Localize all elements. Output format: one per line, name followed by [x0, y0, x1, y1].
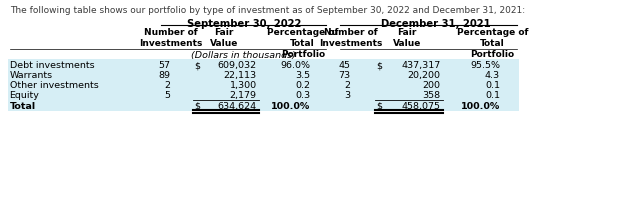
- Text: 1,300: 1,300: [230, 81, 257, 90]
- Text: December 31, 2021: December 31, 2021: [381, 19, 491, 29]
- Text: 358: 358: [422, 91, 441, 100]
- Text: 96.0%: 96.0%: [280, 61, 310, 70]
- FancyBboxPatch shape: [8, 69, 519, 80]
- Text: 20,200: 20,200: [408, 71, 441, 80]
- Text: The following table shows our portfolio by type of investment as of September 30: The following table shows our portfolio …: [10, 6, 525, 15]
- Text: 0.1: 0.1: [485, 91, 500, 100]
- Text: Total: Total: [10, 102, 36, 111]
- Text: Equity: Equity: [10, 91, 40, 100]
- Text: 200: 200: [422, 81, 441, 90]
- Text: $: $: [376, 102, 383, 111]
- Text: 57: 57: [159, 61, 170, 70]
- Text: 100.0%: 100.0%: [461, 102, 500, 111]
- Text: 3.5: 3.5: [295, 71, 310, 80]
- Text: 634,624: 634,624: [218, 102, 257, 111]
- Text: Debt investments: Debt investments: [10, 61, 94, 70]
- FancyBboxPatch shape: [8, 79, 519, 90]
- Text: 0.1: 0.1: [485, 81, 500, 90]
- Text: Warrants: Warrants: [10, 71, 52, 80]
- Text: $: $: [195, 102, 200, 111]
- FancyBboxPatch shape: [8, 89, 519, 100]
- Text: Other investments: Other investments: [10, 81, 99, 90]
- Text: Fair
Value: Fair Value: [209, 28, 238, 48]
- Text: Number of
Investments: Number of Investments: [139, 28, 202, 48]
- Text: September 30, 2022: September 30, 2022: [187, 19, 301, 29]
- Text: $: $: [376, 61, 383, 70]
- Text: 89: 89: [159, 71, 170, 80]
- Text: Percentage of
Total
Portfolio: Percentage of Total Portfolio: [267, 28, 339, 59]
- Text: 73: 73: [339, 71, 351, 80]
- Text: 95.5%: 95.5%: [470, 61, 500, 70]
- Text: Number of
Investments: Number of Investments: [319, 28, 382, 48]
- Text: 2,179: 2,179: [230, 91, 257, 100]
- Text: 2: 2: [344, 81, 351, 90]
- Text: 45: 45: [339, 61, 351, 70]
- Text: 2: 2: [164, 81, 170, 90]
- Text: Percentage of
Total
Portfolio: Percentage of Total Portfolio: [457, 28, 528, 59]
- Text: 4.3: 4.3: [485, 71, 500, 80]
- FancyBboxPatch shape: [8, 59, 519, 70]
- Text: 3: 3: [344, 91, 351, 100]
- Text: 5: 5: [164, 91, 170, 100]
- Text: $: $: [195, 61, 200, 70]
- Text: 609,032: 609,032: [218, 61, 257, 70]
- Text: (Dollars in thousands): (Dollars in thousands): [191, 51, 296, 60]
- Text: 100.0%: 100.0%: [271, 102, 310, 111]
- FancyBboxPatch shape: [8, 100, 519, 111]
- Text: 458,075: 458,075: [402, 102, 441, 111]
- Text: 437,317: 437,317: [401, 61, 441, 70]
- Text: 0.2: 0.2: [296, 81, 310, 90]
- Text: 0.3: 0.3: [295, 91, 310, 100]
- Text: 22,113: 22,113: [223, 71, 257, 80]
- Text: Fair
Value: Fair Value: [392, 28, 421, 48]
